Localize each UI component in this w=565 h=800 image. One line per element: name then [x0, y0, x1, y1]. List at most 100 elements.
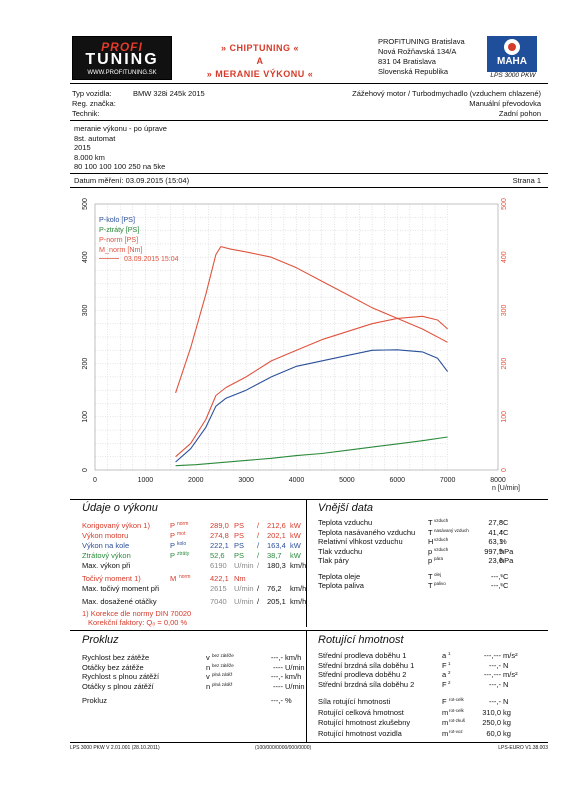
rot-subscript: 2 [448, 679, 451, 685]
legend-date: 03.09.2015 15:04 [124, 256, 179, 263]
performance-value-1: 222,1 [210, 541, 229, 550]
rot-value: ---,- [488, 660, 501, 670]
note-line: 8.000 km [74, 152, 105, 162]
slip-total-label: Prokluz [82, 696, 108, 705]
slip-unit: U/min [285, 662, 305, 672]
torque-subscript: norm [179, 574, 191, 580]
rot-value: ---,- [488, 697, 501, 706]
rot-subscript: rot-zkuš [449, 718, 466, 723]
logo-top-text: PROFI [101, 40, 143, 54]
slip-symbol: n [206, 681, 211, 691]
performance-label: Výkon na kole [82, 541, 130, 550]
x-tick-label: 6000 [389, 477, 405, 484]
measurement-notes: meranie výkonu - po úprave 8st. automat … [74, 124, 167, 172]
maha-logo: MAHA [487, 36, 537, 72]
rot-value: 60,0 [486, 728, 501, 738]
performance-unit-2: kW [290, 541, 301, 550]
logo-url: WWW.PROFITUNING.SK [87, 70, 157, 76]
performance-sep: / [257, 531, 260, 540]
performance-unit-2: kW [290, 521, 301, 530]
vehicle-type-value: BMW 328i 245k 2015 [133, 89, 205, 98]
series-line-1 [175, 349, 449, 463]
rot-label: Střední prodleva doběhu 1 [318, 651, 407, 660]
performance-sep: / [257, 561, 260, 570]
title-line-1: » CHIPTUNING « [220, 43, 299, 53]
legend-entry: P-ztráty [PS] [99, 225, 139, 234]
note-line: 2015 [74, 143, 91, 152]
ambient-unit: % [500, 537, 507, 546]
note-line: 80 100 100 100 250 na 5ke [74, 162, 166, 171]
gear-icon [504, 39, 520, 55]
chart-legend: P-kolo [PS]P-ztráty [PS]P-norm [PS]M_nor… [99, 215, 179, 263]
performance-label: Výkon motoru [82, 531, 129, 540]
rot-symbol: m [442, 728, 449, 738]
slip-total-unit: % [285, 696, 292, 705]
performance-subscript: mot [177, 531, 186, 537]
x-tick-label: 4000 [289, 477, 305, 484]
footer-right: LPS-EURO V1.38.003 [498, 745, 548, 751]
rot-unit: N [503, 697, 509, 706]
rot-label: Střední prodleva doběhu 2 [318, 670, 407, 679]
ambient-subscript: vzduch [434, 518, 449, 523]
y-left-tick-label: 0 [82, 468, 89, 472]
rot-symbol: F [442, 660, 447, 670]
slip-value: ---- [273, 662, 283, 672]
max-rpm-unit: U/min [234, 597, 254, 606]
ambient-unit: hPa [500, 546, 514, 556]
norm-factor: Korekční faktory: Q₀ = 0,00 % [88, 618, 188, 627]
report-header [70, 32, 548, 84]
rot-title: Rotující hmotnost [318, 634, 404, 646]
slip-label: Otáčky s plnou zátěží [82, 681, 154, 691]
x-tick-label: 2000 [188, 477, 204, 484]
divider [70, 742, 548, 743]
max-rpm-sep: / [257, 597, 260, 606]
performance-sep: / [257, 521, 260, 530]
x-tick-label: 7000 [440, 477, 456, 484]
ambient-subscript: olej [434, 571, 442, 577]
y-right-tick-label: 100 [501, 411, 508, 423]
performance-value-2: 180,3 [267, 561, 286, 570]
legend-entry: P-norm [PS] [99, 235, 138, 244]
technician-label: Technik: [72, 109, 100, 118]
performance-symbol: P [170, 541, 176, 550]
device-name: LPS 3000 PKW [490, 72, 536, 79]
ambient-label: Tlak vzduchu [318, 546, 363, 556]
torque-at-speed-unit: km/h [290, 584, 307, 593]
performance-value-2: 202,1 [267, 531, 286, 540]
performance-subscript: ztráty [177, 551, 190, 557]
address-line: 831 04 Bratislava [378, 57, 436, 66]
ambient-label: Teplota oleje [318, 571, 361, 581]
reg-label: Reg. značka: [72, 99, 116, 108]
torque-at-speed: 76,2 [267, 584, 282, 593]
logo-main-text: TUNING [85, 51, 159, 68]
slip-subscript: bez zátěže [212, 653, 234, 658]
section-divider [306, 499, 307, 627]
y-left-tick-label: 400 [82, 251, 89, 263]
torque-value: 422,1 [210, 574, 229, 583]
note-line: 8st. automat [74, 133, 116, 143]
ambient-symbol: T [428, 518, 433, 527]
performance-unit-2: kW [290, 531, 301, 540]
ambient-symbol: T [428, 571, 433, 581]
ambient-subscript: palivo [434, 581, 446, 586]
legend-entry: P-kolo [PS] [99, 215, 135, 224]
ambient-value: 997,5 [484, 546, 503, 556]
ambient-symbol: T [428, 581, 433, 590]
rot-unit: N [503, 679, 509, 689]
rot-label: Rotující hmotnost vozidla [318, 728, 402, 738]
slip-value: ---- [273, 681, 283, 691]
rot-unit: m/s² [503, 670, 518, 679]
slip-label: Otáčky bez zátěže [82, 662, 144, 672]
ambient-label: Teplota nasávaného vzduchu [318, 527, 416, 537]
performance-unit-1: U/min [234, 561, 254, 570]
slip-symbol: v [206, 653, 210, 662]
profituning-logo: PROFI TUNING WWW.PROFITUNING.SK [72, 36, 172, 80]
ambient-label: Teplota vzduchu [318, 518, 373, 527]
address-line: Slovenská Republika [378, 67, 449, 76]
rot-label: Rotující hmotnost zkušebny [318, 718, 411, 727]
ambient-title: Vnější data [318, 502, 374, 514]
note-line: meranie výkonu - po úprave [74, 124, 167, 133]
rot-symbol: F [442, 679, 447, 689]
